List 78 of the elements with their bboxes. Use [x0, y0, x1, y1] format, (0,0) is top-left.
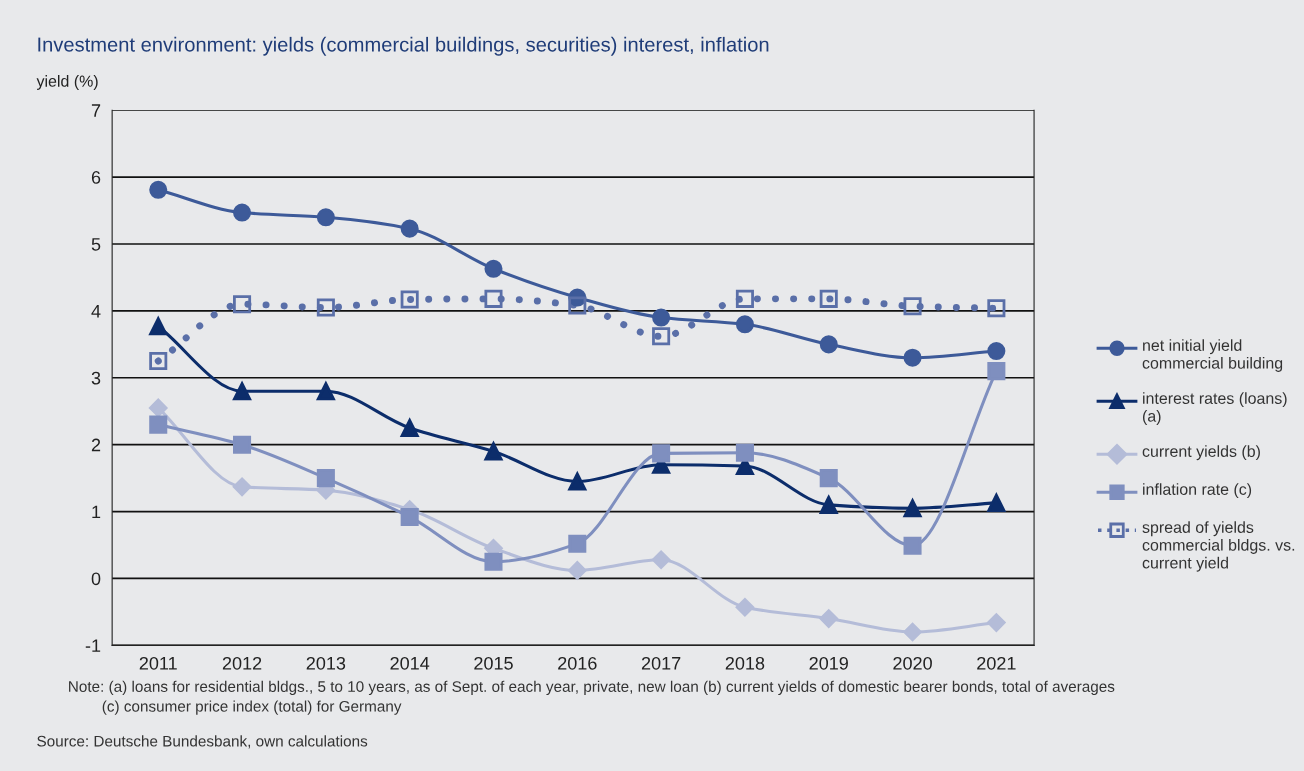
point [149, 415, 168, 434]
point [316, 469, 335, 488]
point [484, 442, 503, 461]
source-note: Source: Deutsche Bundesbank, own calculations [37, 735, 368, 749]
y-tick-label: 5 [91, 238, 101, 251]
point [149, 317, 168, 336]
point [651, 550, 671, 569]
text: Note: (a) loans for residential bldgs., 5 to 10 years, as of Sept. of each year, private, new loan (b) current yields of domestic bearer bonds, total of averages (c) consumer price index (total) for Germany [69, 680, 1115, 715]
point [819, 495, 838, 514]
point [484, 259, 503, 278]
point [903, 297, 922, 316]
y-tick-label: 2 [91, 438, 101, 452]
point [735, 289, 754, 308]
x-tick-label: 2017 [641, 656, 681, 670]
x-tick-label: 2021 [977, 656, 1016, 670]
point [819, 335, 838, 354]
point [149, 180, 168, 199]
point [819, 609, 838, 628]
point [148, 398, 168, 418]
point [819, 469, 838, 488]
point [400, 507, 419, 526]
x-tick-label: 2020 [893, 656, 932, 670]
point [400, 418, 419, 437]
x-tick-label: 2012 [222, 656, 262, 670]
legend-label: inflation rate (c) [1143, 483, 1252, 499]
point [316, 208, 335, 227]
point [987, 613, 1006, 632]
x-tick-label: 2011 [139, 656, 177, 670]
y-tick-label: 4 [91, 305, 101, 318]
y-tick-label: -1 [85, 639, 101, 652]
point [400, 290, 419, 309]
point [652, 444, 671, 463]
point [903, 348, 922, 367]
x-tick-label: 2014 [390, 656, 430, 670]
point [987, 299, 1006, 318]
point [987, 342, 1006, 361]
point [484, 289, 503, 308]
legend-label: spread of yields commercial bldgs. vs. current yield [1142, 521, 1295, 572]
y-tick-label: 0 [91, 572, 101, 586]
chart-title: Investment environment: yields (commercial buildings, securities) interest, inflation [38, 36, 769, 56]
x-tick-label: 2018 [725, 656, 765, 670]
x-tick-label: 2015 [474, 656, 513, 670]
point [316, 382, 335, 401]
point [316, 298, 335, 317]
x-tick-label: 2013 [306, 656, 346, 670]
point [233, 435, 252, 454]
legend-label: interest rates (loans) (a) [1142, 392, 1287, 425]
point [568, 296, 587, 315]
point [903, 622, 922, 642]
point [400, 219, 419, 238]
point [735, 443, 754, 462]
point [819, 289, 838, 308]
point [568, 534, 587, 553]
y-tick-label: 6 [91, 171, 101, 184]
point [232, 477, 252, 497]
legend-label: net initial yield commercial building [1142, 339, 1283, 372]
y-tick-label: 1 [92, 505, 101, 519]
y-axis-title: yield (%) [36, 75, 98, 90]
x-tick-label: 2016 [558, 656, 597, 670]
x-tick-label: 2019 [809, 656, 848, 670]
point [735, 597, 755, 617]
point [652, 308, 671, 327]
y-tick-label: 3 [91, 371, 101, 385]
point [233, 382, 252, 401]
legend-label: current yields (b) [1142, 445, 1260, 461]
point [987, 493, 1006, 512]
point [735, 315, 754, 334]
y-tick-label: 7 [91, 104, 101, 117]
point [987, 362, 1006, 381]
point [903, 536, 922, 555]
point [903, 499, 922, 518]
point [149, 352, 168, 371]
point [652, 327, 671, 346]
point [484, 552, 503, 571]
point [568, 561, 587, 580]
point [233, 295, 252, 314]
point [568, 472, 587, 491]
point [233, 203, 252, 222]
